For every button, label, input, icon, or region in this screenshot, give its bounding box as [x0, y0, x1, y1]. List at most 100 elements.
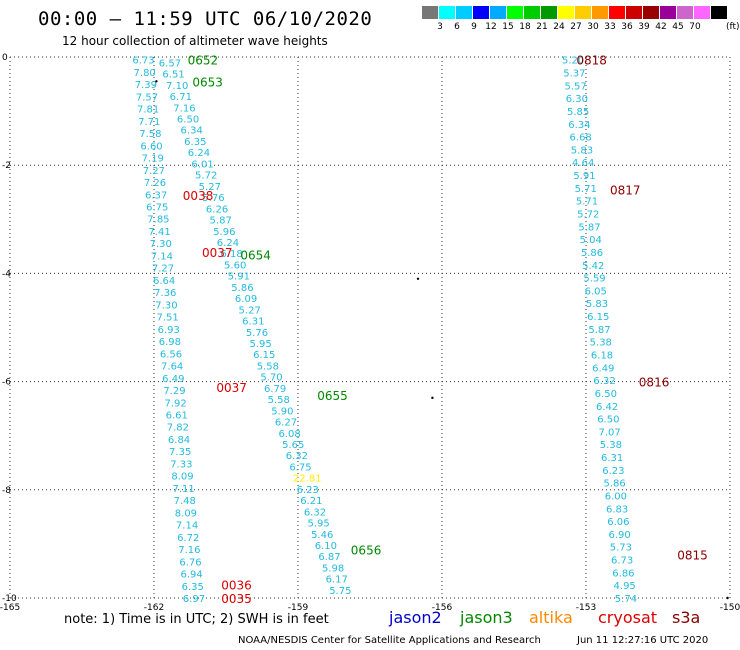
swh-value: 7.39: [135, 80, 157, 91]
swh-value: 7.58: [139, 129, 161, 140]
swh-value: 5.59: [583, 274, 605, 285]
scale-tick-label: 33: [604, 22, 616, 32]
x-tick-label: -159: [288, 603, 309, 613]
swh-value: 6.98: [159, 337, 181, 348]
track-pass-label: 0653: [192, 75, 223, 89]
swh-value: 7.16: [178, 545, 200, 556]
swh-value: 6.57: [159, 58, 181, 69]
scale-tick-label: 12: [485, 22, 497, 32]
swh-value: 6.00: [605, 491, 627, 502]
scale-tick-label: 15: [502, 22, 514, 32]
island-marker: [431, 396, 434, 400]
swh-value: 7.14: [176, 521, 198, 532]
island-marker: [155, 80, 158, 83]
swh-value: 6.35: [184, 137, 206, 148]
track-pass-label: 0652: [188, 54, 219, 68]
swh-value: 6.76: [179, 557, 201, 568]
swh-value: 6.73: [132, 56, 154, 67]
track-pass-label: 0815: [677, 549, 708, 563]
swh-value: 6.15: [587, 312, 609, 323]
swh-value: 7.64: [161, 362, 183, 373]
scale-tick-label: 36: [621, 22, 633, 32]
swh-value: 7.27: [143, 166, 165, 177]
swh-value: 7.29: [163, 386, 185, 397]
scale-swatch: [643, 6, 659, 19]
swh-value: 5.95: [249, 339, 271, 350]
swh-value: 4.64: [572, 158, 594, 169]
swh-value: 6.32: [593, 376, 615, 387]
swh-value: 5.85: [567, 107, 589, 118]
swh-value: 7.71: [138, 117, 160, 128]
swh-value: 6.56: [160, 349, 182, 360]
track-pass-label: 0038: [183, 189, 214, 203]
swh-value: 5.04: [580, 235, 602, 246]
swh-value: 5.71: [575, 184, 597, 195]
scale-swatch: [626, 6, 642, 19]
map-subtitle: 12 hour collection of altimeter wave hei…: [62, 34, 328, 48]
swh-value: 8.09: [171, 472, 193, 483]
scale-swatch: [592, 6, 608, 19]
swh-value: 6.75: [146, 203, 168, 214]
swh-value: 7.41: [148, 227, 170, 238]
swh-value: 5.95: [307, 519, 329, 530]
x-tick-label: -153: [576, 603, 596, 613]
scale-swatch: [558, 6, 574, 19]
scale-swatch: [609, 6, 625, 19]
satellite-legend-cryosat: cryosat: [598, 608, 658, 627]
swh-value: 6.24: [217, 238, 239, 249]
scale-swatch: [422, 6, 438, 19]
swh-value: 6.51: [162, 70, 184, 81]
y-tick-label: -4: [2, 269, 11, 279]
y-tick-label: 0: [2, 53, 8, 63]
swh-value: 5.86: [231, 283, 253, 294]
swh-value: 6.31: [601, 453, 623, 464]
swh-value: 7.82: [167, 423, 189, 434]
swh-value: 6.27: [275, 418, 297, 429]
swh-value: 6.01: [191, 159, 213, 170]
swh-value: 7.92: [164, 398, 186, 409]
swh-value: 5.75: [329, 586, 351, 597]
footnote: note: 1) Time is in UTC; 2) SWH is in fe…: [64, 612, 329, 627]
swh-value: 6.71: [170, 92, 192, 103]
swh-value: 7.16: [173, 103, 195, 114]
x-tick-label: -150: [720, 603, 740, 613]
swh-value: 6.26: [206, 204, 228, 215]
island-marker: [726, 596, 729, 600]
swh-value: 7.51: [156, 313, 178, 324]
swh-value: 6.68: [570, 133, 592, 144]
swh-value: 7.19: [142, 154, 164, 165]
swh-value: 22.81: [293, 474, 322, 485]
satellite-legend-altika: altika: [529, 608, 573, 627]
swh-value: 5.91: [573, 171, 595, 182]
swh-value: 5.37: [563, 69, 585, 80]
swh-value: 7.30: [150, 239, 172, 250]
scale-tick-label: 18: [519, 22, 531, 32]
swh-value: 7.10: [166, 81, 188, 92]
scale-swatch: [711, 6, 727, 19]
scale-swatch: [439, 6, 455, 19]
swh-value: 5.71: [576, 197, 598, 208]
swh-value: 7.35: [169, 447, 191, 458]
track-pass-label: 0655: [317, 389, 348, 403]
swh-value: 6.23: [602, 466, 624, 477]
swh-value: 6.34: [568, 120, 590, 131]
swh-value: 6.97: [183, 594, 205, 605]
swh-value: 6.24: [188, 148, 210, 159]
swh-value: 6.37: [145, 190, 167, 201]
swh-value: 6.49: [162, 374, 184, 385]
x-tick-label: -156: [432, 603, 453, 613]
scale-swatch: [473, 6, 489, 19]
swh-value: 7.57: [136, 92, 158, 103]
agency-credit: NOAA/NESDIS Center for Satellite Applica…: [238, 635, 541, 646]
swh-value: 7.27: [152, 264, 174, 275]
swh-value: 5.42: [582, 261, 604, 272]
track-pass-label: 0817: [610, 184, 641, 198]
track-pass-label: 0818: [576, 54, 607, 68]
track-pass-label: 0035: [221, 592, 252, 606]
swh-value: 6.35: [182, 582, 204, 593]
swh-value: 5.91: [228, 272, 250, 283]
y-tick-label: -2: [2, 161, 11, 171]
swh-value: 6.09: [235, 294, 257, 305]
swh-value: 5.70: [260, 373, 282, 384]
swh-value: 6.15: [253, 350, 275, 361]
